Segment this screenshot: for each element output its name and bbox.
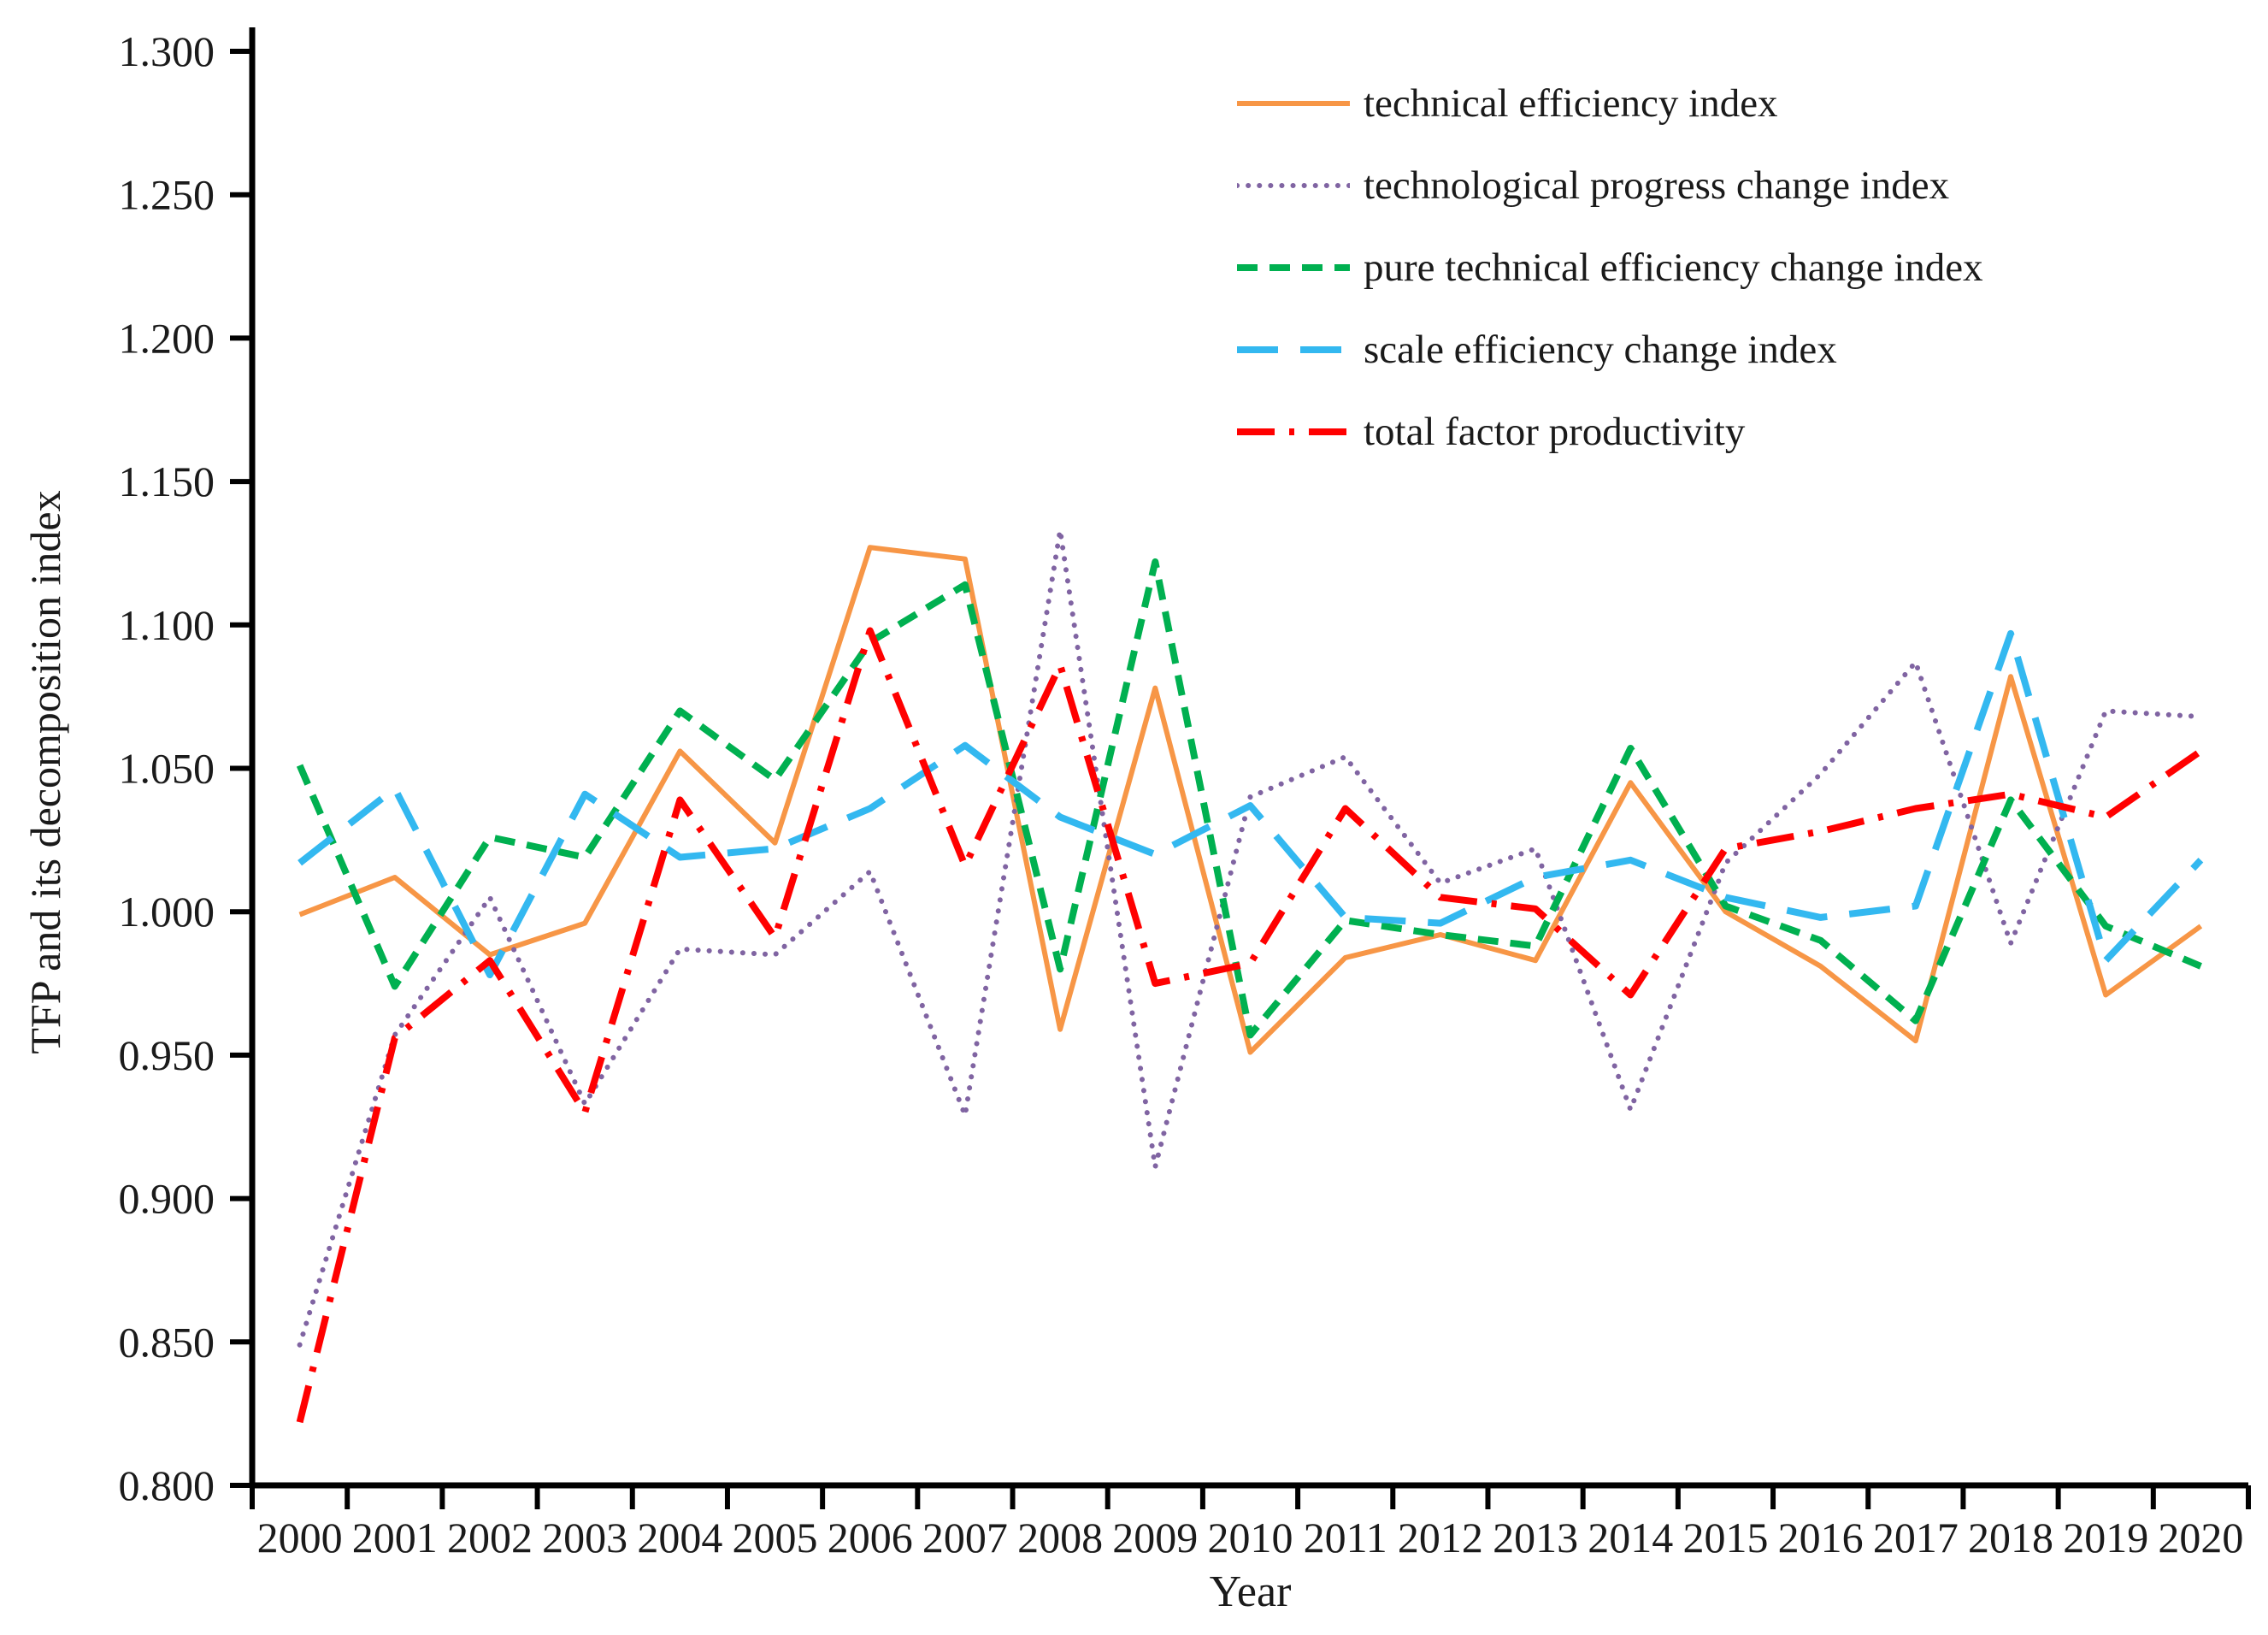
legend-item-technological-progress: technological progress change index xyxy=(1237,145,1983,227)
x-tick-label: 2001 xyxy=(352,1514,438,1561)
x-tick-label: 2019 xyxy=(2063,1514,2148,1561)
y-tick-label: 1.050 xyxy=(119,745,215,793)
x-tick-label: 2009 xyxy=(1112,1514,1198,1561)
legend-line-sample-total-factor-productivity xyxy=(1237,428,1350,435)
y-tick-label: 1.300 xyxy=(119,27,215,75)
x-tick-label: 2008 xyxy=(1017,1514,1103,1561)
x-tick-label: 2006 xyxy=(828,1514,913,1561)
legend-line-sample-technological-progress xyxy=(1237,183,1350,188)
legend-label: technical efficiency index xyxy=(1364,81,1778,126)
x-axis-title: Year xyxy=(1209,1567,1292,1616)
x-tick-label: 2015 xyxy=(1682,1514,1768,1561)
x-tick-label: 2002 xyxy=(447,1514,533,1561)
legend-item-total-factor-productivity: total factor productivity xyxy=(1237,391,1983,473)
legend-item-scale-efficiency: scale efficiency change index xyxy=(1237,309,1983,391)
x-tick-label: 2011 xyxy=(1304,1514,1387,1561)
y-tick-label: 0.850 xyxy=(119,1318,215,1366)
x-tick-label: 2014 xyxy=(1588,1514,1673,1561)
y-axis-title: TFP and its decomposition index xyxy=(21,490,69,1054)
x-tick-label: 2016 xyxy=(1778,1514,1864,1561)
legend-label: technological progress change index xyxy=(1364,163,1950,208)
x-tick-label: 2013 xyxy=(1493,1514,1578,1561)
series-line-technical-efficiency-index xyxy=(298,545,2203,1055)
legend-line-sample-technical-efficiency xyxy=(1237,101,1350,106)
y-tick-label: 0.900 xyxy=(119,1175,215,1223)
x-tick-label: 2010 xyxy=(1208,1514,1293,1561)
y-tick-label: 1.200 xyxy=(119,314,215,362)
y-tick-label: 1.000 xyxy=(119,888,215,936)
y-tick-label: 1.250 xyxy=(119,171,215,219)
series-line-pure-technical-efficiency-change-index xyxy=(296,558,2202,1039)
legend-label: total factor productivity xyxy=(1364,410,1746,454)
y-tick-label: 0.800 xyxy=(119,1461,215,1509)
legend-item-technical-efficiency: technical efficiency index xyxy=(1237,62,1983,145)
legend-item-pure-technical-efficiency: pure technical efficiency change index xyxy=(1237,227,1983,309)
y-tick-label: 1.100 xyxy=(119,601,215,649)
x-tick-label: 2018 xyxy=(1968,1514,2053,1561)
x-tick-label: 2017 xyxy=(1873,1514,1959,1561)
x-tick-label: 2005 xyxy=(733,1514,818,1561)
x-tick-label: 2004 xyxy=(637,1514,722,1561)
series-line-scale-efficiency-change-index xyxy=(297,629,2204,978)
x-tick-label: 2020 xyxy=(2158,1514,2243,1561)
y-tick-label: 1.150 xyxy=(119,457,215,505)
y-tick-label: 0.950 xyxy=(119,1031,215,1079)
legend-label: pure technical efficiency change index xyxy=(1364,245,1983,290)
x-tick-label: 2012 xyxy=(1398,1514,1483,1561)
x-tick-label: 2003 xyxy=(542,1514,627,1561)
x-tick-label: 2000 xyxy=(257,1514,343,1561)
legend: technical efficiency index technological… xyxy=(1237,62,1983,473)
x-tick-label: 2007 xyxy=(922,1514,1008,1561)
legend-line-sample-scale-efficiency xyxy=(1237,346,1350,353)
series-line-technological-progress-change-index xyxy=(297,528,2204,1348)
series-line-total-factor-productivity xyxy=(296,627,2203,1424)
legend-label: scale efficiency change index xyxy=(1364,328,1837,372)
legend-line-sample-pure-technical-efficiency xyxy=(1237,264,1350,271)
